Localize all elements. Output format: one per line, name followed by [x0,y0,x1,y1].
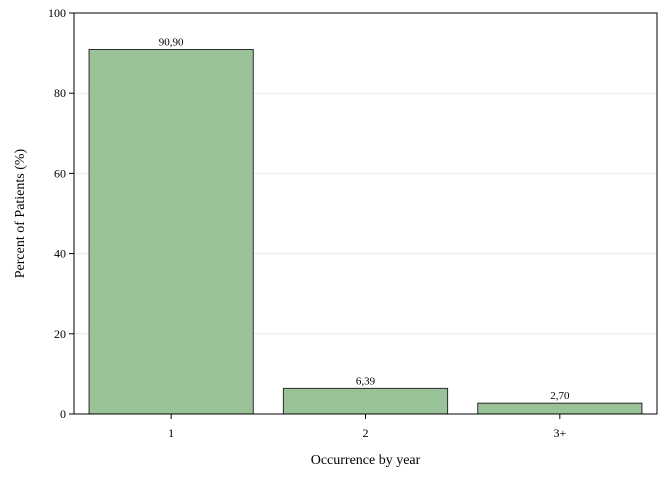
y-tick-label: 100 [48,6,66,20]
x-tick-label: 2 [363,426,369,440]
y-axis-title: Percent of Patients (%) [13,148,28,278]
bar [88,48,254,415]
data-labels: 90,90 6,39 2,70 [159,36,570,402]
x-axis-ticks: 1 2 3+ [168,414,566,440]
bar-value-label: 2,70 [550,390,570,402]
bar [282,387,449,415]
bars [88,48,643,415]
x-axis-title: Occurrence by year [311,453,421,468]
y-tick-label: 60 [54,166,66,180]
y-tick-label: 0 [60,407,66,421]
x-tick-label: 1 [168,426,174,440]
y-axis-ticks: 0 20 40 60 80 100 [48,6,74,421]
y-tick-label: 80 [54,86,66,100]
bar-value-label: 90,90 [159,36,184,48]
x-tick-label: 3+ [553,426,566,440]
bar [477,402,643,415]
bar-value-label: 6,39 [356,375,376,387]
y-tick-label: 20 [54,327,66,341]
y-tick-label: 40 [54,247,66,261]
